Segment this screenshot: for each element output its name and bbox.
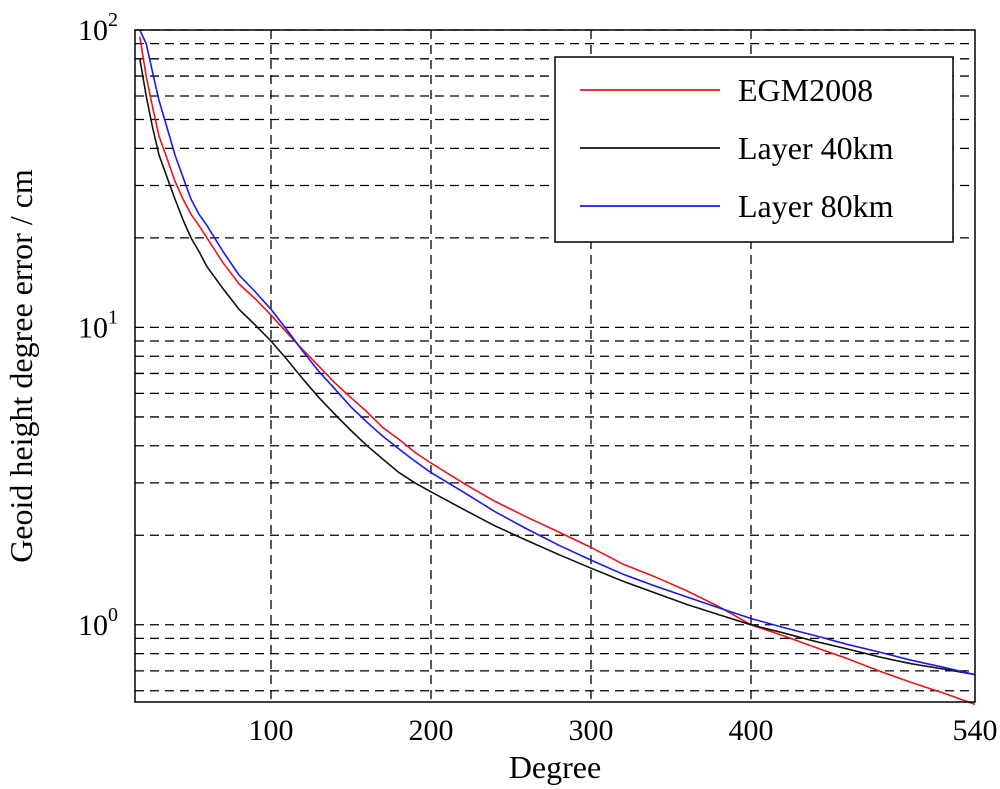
x-axis-title: Degree [509, 749, 601, 785]
x-tick-label: 100 [249, 714, 294, 747]
y-tick-label: 102 [78, 9, 118, 47]
plot-frame [134, 29, 976, 703]
x-tick-label: 400 [729, 714, 774, 747]
x-tick-label: 200 [409, 714, 454, 747]
legend-label-layer-40km: Layer 40km [738, 130, 894, 166]
y-tick-label: 101 [78, 306, 118, 344]
axis-title-layer: Degree Geoid height degree error / cm [3, 169, 601, 785]
x-tick-label: 540 [953, 714, 998, 747]
legend: EGM2008 Layer 40km Layer 80km [554, 56, 954, 243]
tick-layer: 100 200 300 400 540 100 101 102 [78, 9, 998, 747]
series-line-layer-40km [139, 58, 976, 676]
legend-label-layer-80km: Layer 80km [738, 188, 894, 224]
x-tick-label: 300 [569, 714, 614, 747]
y-axis-title: Geoid height degree error / cm [3, 169, 39, 563]
series-line-layer-80km [139, 29, 976, 676]
y-tick-label: 100 [78, 604, 118, 642]
series-line-egm2008 [139, 36, 976, 706]
legend-label-egm2008: EGM2008 [738, 72, 873, 108]
legend-box [554, 56, 954, 243]
series-layer [139, 29, 976, 706]
